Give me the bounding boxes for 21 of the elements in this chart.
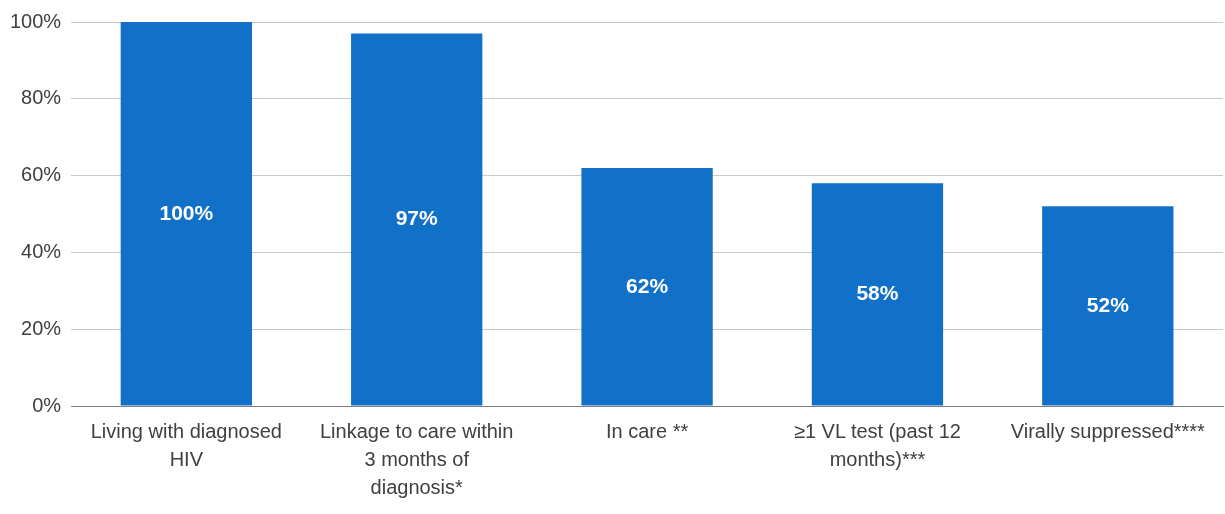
y-tick-label: 80% — [21, 86, 62, 109]
bar — [581, 167, 713, 406]
bar — [811, 183, 944, 406]
y-tick-label: 20% — [21, 316, 62, 339]
x-tick-label: In care ** — [605, 419, 689, 442]
x-tick-label: ≥1 VL test (past 12 months)*** — [793, 419, 961, 470]
data-label: 58% — [856, 281, 899, 305]
x-tick-label: Linkage to care within 3 months of diagnosis* — [319, 419, 514, 498]
y-tick-label: 40% — [21, 239, 62, 262]
data-label: 97% — [395, 206, 439, 230]
y-tick-label: 60% — [21, 163, 62, 186]
data-label: 62% — [626, 273, 669, 297]
x-tick-label: Virally suppressed**** — [1010, 419, 1206, 442]
y-tick-label: 100% — [10, 9, 62, 32]
bar — [120, 22, 252, 406]
x-tick-label: Living with diagnosed HIV — [90, 419, 282, 470]
data-label: 52% — [1086, 292, 1130, 316]
bar — [1042, 206, 1174, 406]
y-tick-label: 0% — [32, 393, 62, 416]
bar — [351, 33, 483, 406]
data-label: 100% — [159, 200, 214, 224]
